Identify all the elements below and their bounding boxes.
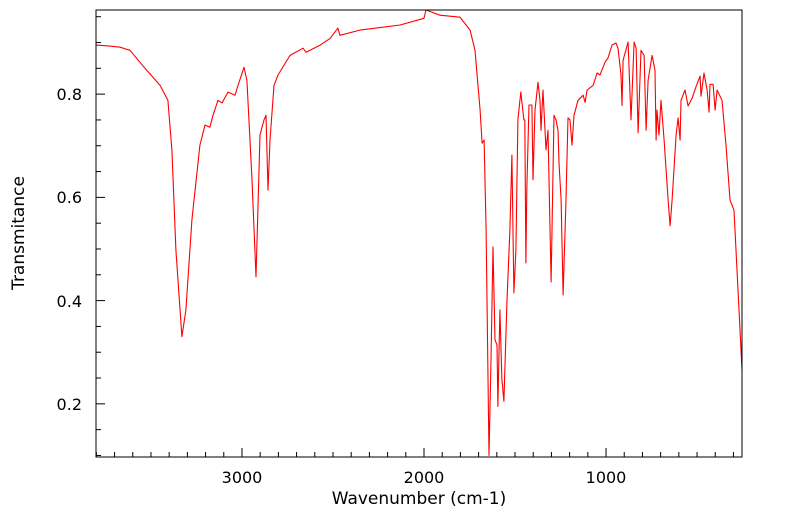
y-tick-label-0.2: 0.2 [57, 395, 82, 414]
spectrum-line [95, 9, 743, 457]
y-tick-label-0.6: 0.6 [57, 188, 82, 207]
axis-ticks [95, 16, 734, 457]
x-tick-label-2000: 2000 [404, 468, 445, 487]
y-tick-label-0.8: 0.8 [57, 85, 82, 104]
x-tick-label-3000: 3000 [222, 468, 263, 487]
y-axis-label: Transmitance [9, 176, 29, 291]
plot-frame [95, 9, 743, 458]
x-tick-label-1000: 1000 [586, 468, 627, 487]
y-tick-label-0.4: 0.4 [57, 292, 82, 311]
series-group [95, 9, 743, 457]
x-axis-label: Wavenumber (cm-1) [332, 489, 507, 509]
